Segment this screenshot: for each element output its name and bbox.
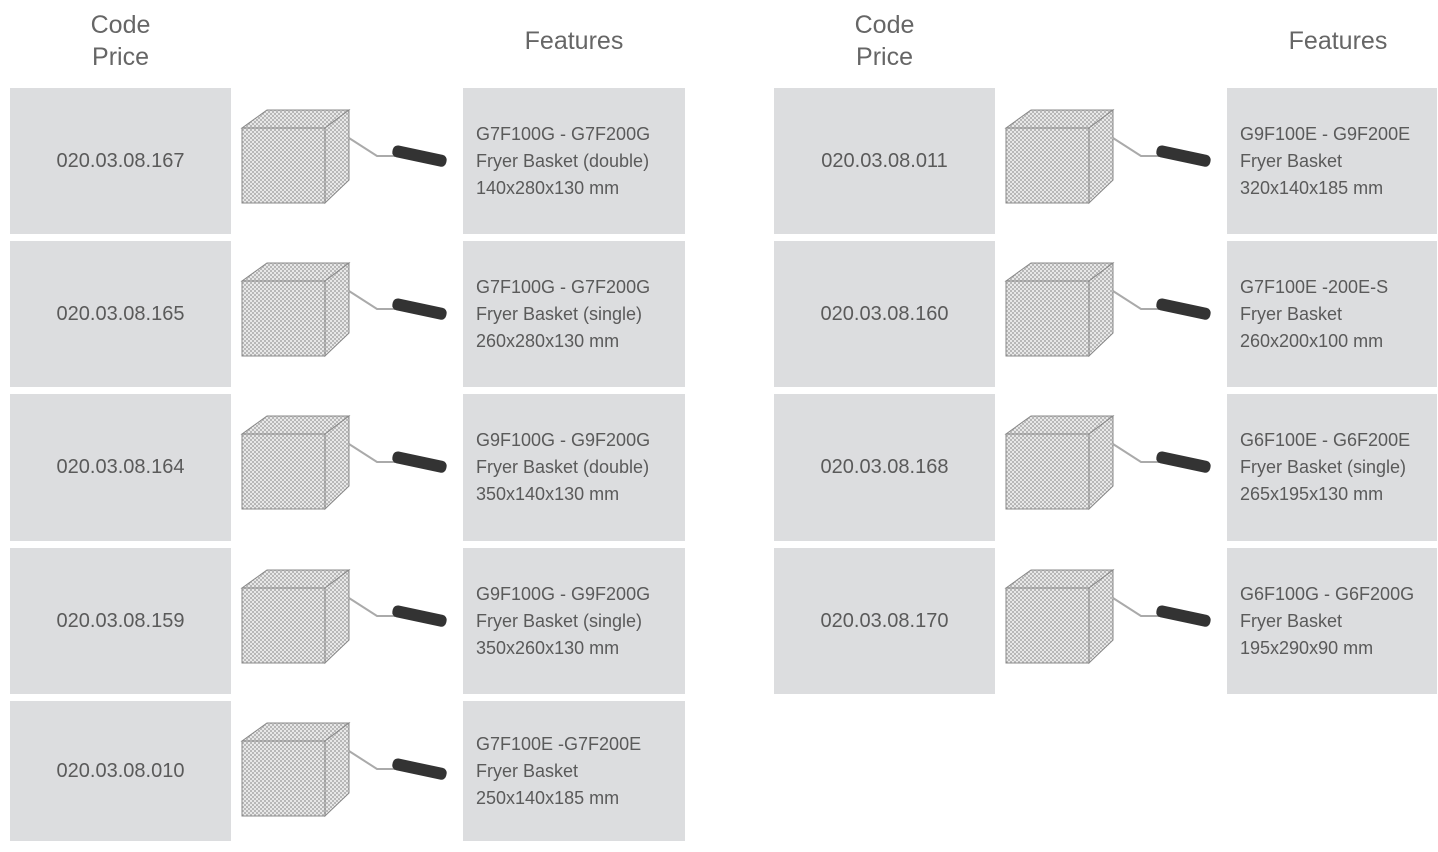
image-cell bbox=[237, 88, 457, 234]
code-cell: 020.03.08.010 bbox=[10, 701, 231, 841]
feature-line: G7F100G - G7F200G bbox=[476, 123, 651, 144]
features-cell: G6F100G - G6F200G Fryer Basket 195x290x90 … bbox=[1227, 548, 1437, 694]
code-cell: 020.03.08.164 bbox=[10, 394, 231, 541]
feature-line: 350x140x130 mm bbox=[476, 484, 620, 504]
feature-line: 350x260x130 mm bbox=[476, 637, 620, 658]
basket-image bbox=[1004, 415, 1211, 511]
features-cell: G7F100G - G7F200G Fryer Basket (single) 26… bbox=[463, 241, 685, 387]
feature-line: 140x280x130 mm bbox=[476, 177, 620, 198]
feature-line: Fryer Basket (single) bbox=[476, 610, 643, 631]
feature-line: 260x200x100 mm bbox=[1240, 330, 1384, 351]
feature-line: Fryer Basket (double) bbox=[476, 150, 650, 171]
image-cell bbox=[1001, 88, 1221, 234]
code-cell: 020.03.08.170 bbox=[774, 548, 995, 694]
image-cell bbox=[1001, 394, 1221, 541]
feature-line: Fryer Basket bbox=[1240, 610, 1343, 631]
basket-image bbox=[240, 415, 447, 511]
feature-line: Fryer Basket bbox=[476, 760, 579, 781]
basket-image bbox=[1004, 569, 1211, 665]
feature-line: G7F100E -200E-S bbox=[1240, 276, 1389, 297]
features-cell: G9F100E - G9F200E Fryer Basket 320x140x185… bbox=[1227, 88, 1437, 234]
feature-line: G6F100G - G6F200G bbox=[1240, 583, 1415, 604]
code-cell: 020.03.08.011 bbox=[774, 88, 995, 234]
code-header: Code bbox=[90, 11, 151, 39]
basket-image bbox=[240, 262, 447, 358]
features-cell: G9F100G - G9F200G Fryer Basket (single) 35… bbox=[463, 548, 685, 694]
feature-line: Fryer Basket (single) bbox=[476, 303, 643, 324]
basket-image bbox=[240, 722, 447, 818]
code-header: Code bbox=[854, 11, 915, 39]
feature-line: G9F100E - G9F200E bbox=[1240, 123, 1411, 144]
code-cell: 020.03.08.159 bbox=[10, 548, 231, 694]
feature-line: G6F100E - G6F200E bbox=[1240, 430, 1411, 450]
image-cell bbox=[237, 701, 457, 841]
code-cell: 020.03.08.160 bbox=[774, 241, 995, 387]
feature-line: Fryer Basket bbox=[1240, 150, 1343, 171]
feature-line: 265x195x130 mm bbox=[1240, 484, 1384, 504]
feature-line: Fryer Basket bbox=[1240, 303, 1343, 324]
code-cell: 020.03.08.167 bbox=[10, 88, 231, 234]
features-cell: G7F100G - G7F200G Fryer Basket (double) 14… bbox=[463, 88, 685, 234]
feature-line: G7F100E -G7F200E bbox=[476, 733, 642, 754]
image-cell bbox=[237, 241, 457, 387]
code-cell: 020.03.08.168 bbox=[774, 394, 995, 541]
image-cell bbox=[237, 548, 457, 694]
image-cell bbox=[1001, 548, 1221, 694]
features-cell: G7F100E -200E-S Fryer Basket 260x200x100 m… bbox=[1227, 241, 1437, 387]
feature-line: 250x140x185 mm bbox=[476, 787, 620, 808]
feature-line: Fryer Basket (single) bbox=[1240, 457, 1407, 477]
price-header: Price bbox=[92, 43, 149, 71]
image-cell bbox=[1001, 241, 1221, 387]
feature-line: 320x140x185 mm bbox=[1240, 177, 1384, 198]
features-cell: G9F100G - G9F200G Fryer Basket (double) 35… bbox=[463, 394, 685, 541]
basket-image bbox=[240, 569, 447, 665]
features-header: Features bbox=[524, 27, 624, 55]
feature-line: G7F100G - G7F200G bbox=[476, 276, 651, 297]
basket-image bbox=[1004, 262, 1211, 358]
features-header: Features bbox=[1288, 27, 1388, 55]
code-cell: 020.03.08.165 bbox=[10, 241, 231, 387]
feature-line: 260x280x130 mm bbox=[476, 330, 620, 351]
image-cell bbox=[237, 394, 457, 541]
feature-line: G9F100G - G9F200G bbox=[476, 430, 651, 450]
basket-image bbox=[240, 109, 447, 205]
feature-line: Fryer Basket (double) bbox=[476, 457, 650, 477]
feature-line: 195x290x90 mm bbox=[1240, 637, 1374, 658]
feature-line: G9F100G - G9F200G bbox=[476, 583, 651, 604]
price-header: Price bbox=[856, 43, 913, 71]
features-cell: G6F100E - G6F200E Fryer Basket (single) 26… bbox=[1227, 394, 1437, 541]
basket-image bbox=[1004, 109, 1211, 205]
features-cell: G7F100E -G7F200E Fryer Basket 250x140x185 … bbox=[463, 701, 685, 841]
